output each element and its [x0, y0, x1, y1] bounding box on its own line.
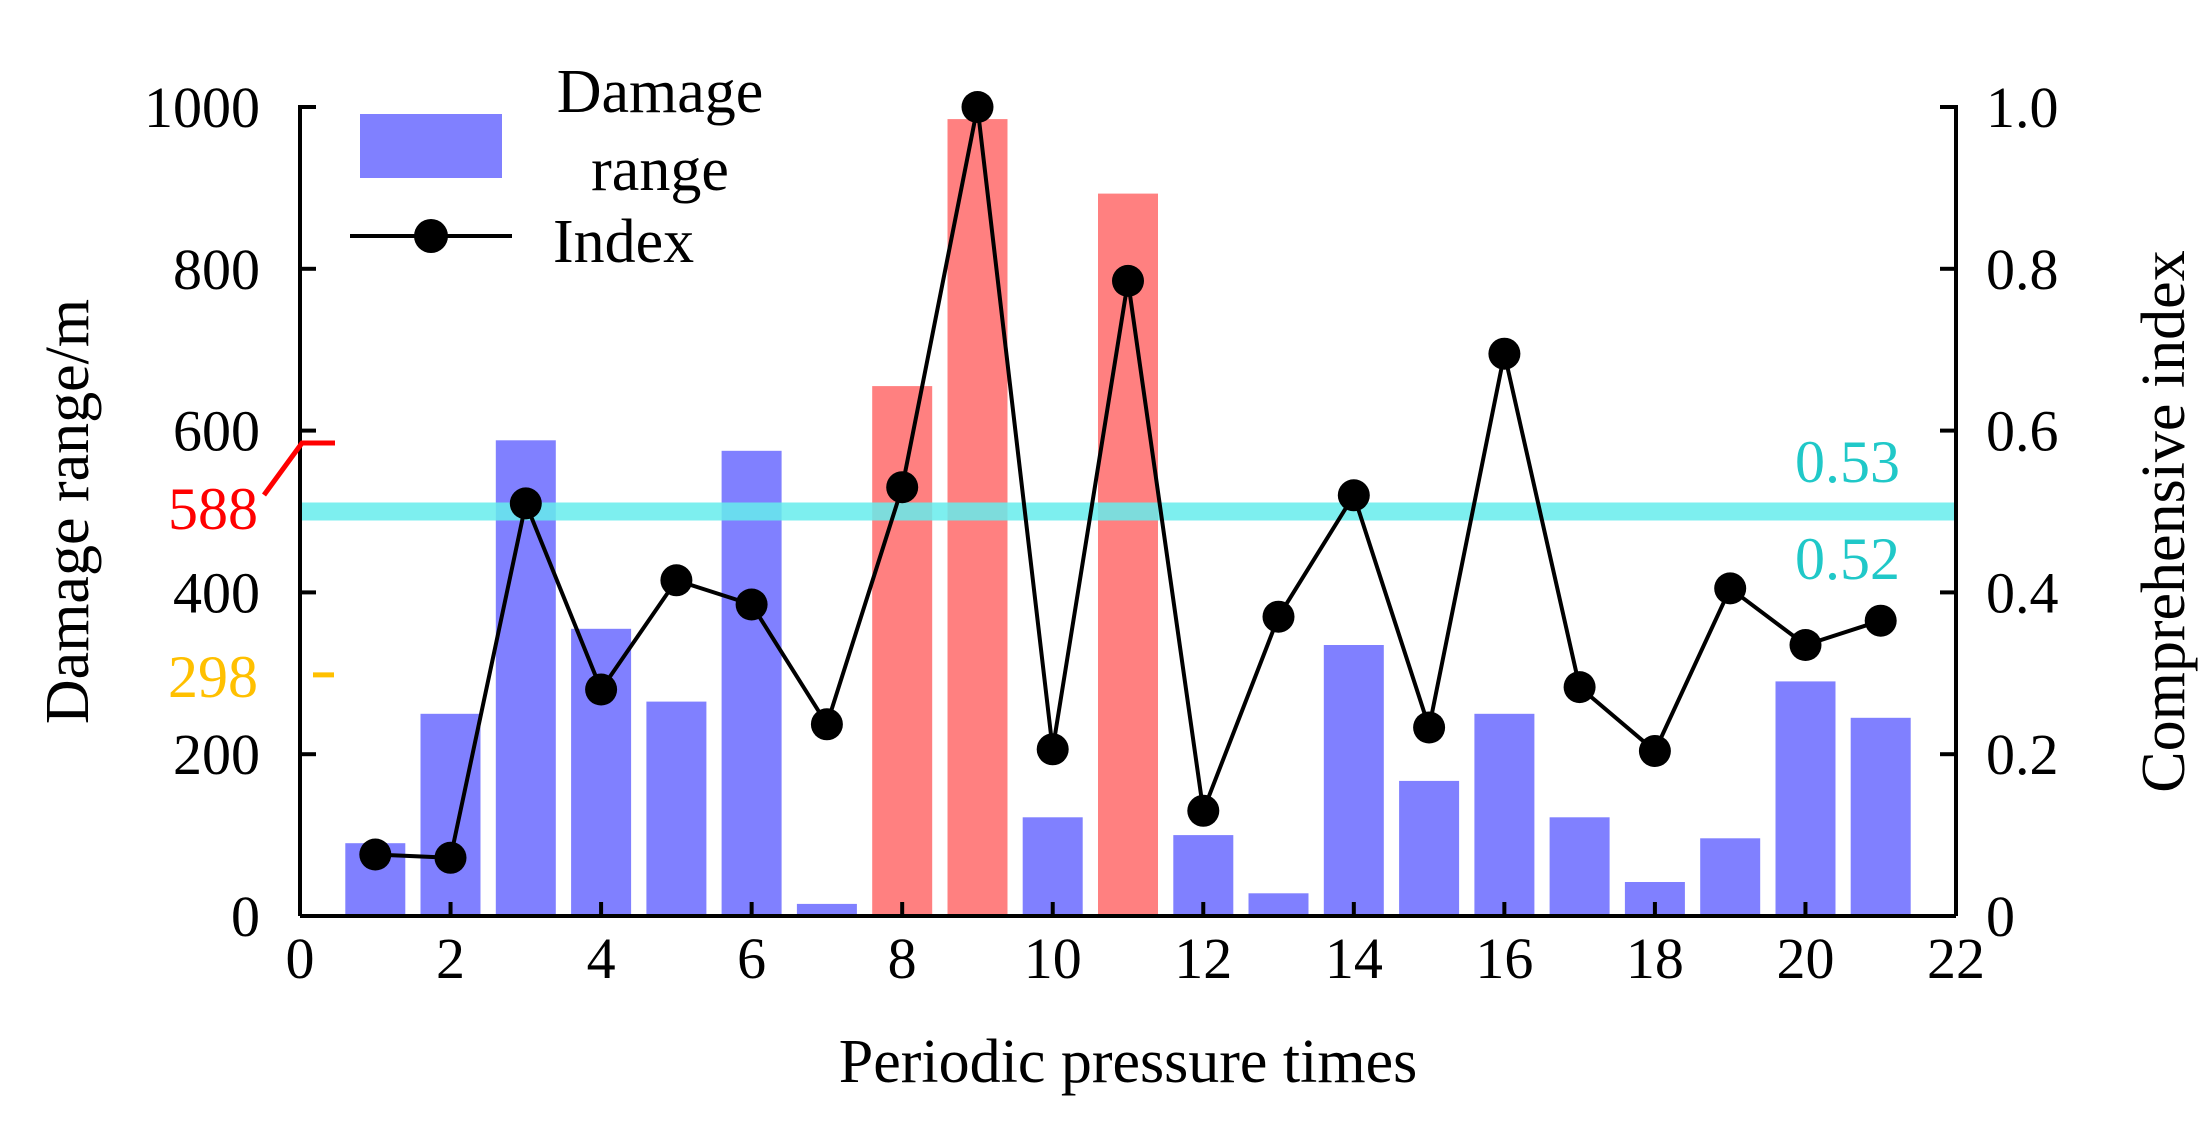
- index-point-7: [810, 708, 843, 741]
- legend-bar-label-line1: Damage: [557, 58, 764, 126]
- bar-4: [571, 628, 632, 916]
- bar-8: [872, 386, 933, 917]
- annotation-0-52: 0.52: [1795, 526, 1900, 592]
- index-point-12: [1187, 794, 1220, 827]
- x-axis-title: Periodic pressure times: [839, 1028, 1418, 1096]
- annotation-588: 588: [168, 476, 258, 542]
- bar-10: [1022, 817, 1083, 916]
- index-point-11: [1112, 264, 1144, 297]
- annotation-298: 298: [168, 644, 258, 710]
- x-tick-label-4: 4: [587, 926, 616, 991]
- bar-11: [1098, 193, 1158, 917]
- y-right-tick-label-0.2: 0.2: [1986, 722, 2059, 787]
- x-tick-label-12: 12: [1174, 926, 1232, 991]
- bar-6: [721, 450, 782, 916]
- bar-19: [1700, 838, 1761, 916]
- x-tick-label-6: 6: [737, 926, 766, 991]
- bar-16: [1474, 713, 1535, 917]
- y-axis-right-title: Comprehensive index: [2130, 250, 2198, 792]
- index-point-19: [1714, 572, 1747, 605]
- index-point-16: [1488, 337, 1521, 370]
- index-point-4: [585, 673, 618, 706]
- bar-13: [1248, 893, 1309, 916]
- x-tick-label-2: 2: [436, 926, 465, 991]
- bar-17: [1549, 817, 1610, 916]
- x-tick-label-0: 0: [286, 926, 315, 991]
- y-left-tick-label-0: 0: [231, 884, 260, 949]
- bar-series: [345, 119, 1911, 917]
- y-right-tick-label-0.4: 0.4: [1986, 560, 2059, 625]
- bar-2: [420, 713, 481, 917]
- index-point-18: [1638, 735, 1671, 767]
- index-point-6: [735, 588, 768, 621]
- index-point-15: [1413, 711, 1446, 744]
- x-tick-label-18: 18: [1626, 926, 1684, 991]
- index-point-3: [509, 487, 542, 520]
- index-point-20: [1789, 629, 1822, 661]
- y-left-tick-label-800: 800: [173, 237, 260, 302]
- index-point-9: [961, 91, 994, 123]
- bar-21: [1850, 717, 1911, 916]
- index-point-13: [1262, 600, 1295, 633]
- x-tick-label-22: 22: [1927, 926, 1985, 991]
- y-left-tick-label-1000: 1000: [144, 75, 260, 140]
- index-point-1: [359, 838, 392, 871]
- bar-14: [1323, 645, 1384, 916]
- index-point-8: [886, 471, 919, 504]
- legend-bar-swatch: [360, 114, 502, 178]
- bar-20: [1775, 681, 1836, 916]
- legend-line-label: Index: [553, 208, 694, 276]
- annotation-0-53: 0.53: [1795, 429, 1900, 495]
- x-tick-label-8: 8: [888, 926, 917, 991]
- index-points: [359, 91, 1897, 874]
- legend-line-marker: [414, 219, 448, 253]
- bar-15: [1399, 780, 1460, 916]
- y-axis-left-title: Damage range/m: [34, 299, 102, 724]
- bar-7: [796, 903, 857, 916]
- x-tick-label-20: 20: [1776, 926, 1834, 991]
- bar-5: [646, 701, 707, 916]
- x-tick-label-10: 10: [1024, 926, 1082, 991]
- index-point-2: [434, 841, 467, 874]
- y-right-tick-label-0.8: 0.8: [1986, 237, 2059, 302]
- index-point-17: [1563, 671, 1596, 704]
- index-point-10: [1036, 733, 1069, 766]
- y-left-tick-label-200: 200: [173, 722, 260, 787]
- x-tick-label-16: 16: [1475, 926, 1533, 991]
- index-point-14: [1337, 479, 1370, 512]
- y-right-tick-label-0: 0: [1986, 884, 2015, 949]
- x-tick-label-14: 14: [1325, 926, 1383, 991]
- index-point-5: [660, 564, 693, 597]
- y-left-tick-label-600: 600: [173, 399, 260, 464]
- legend-bar-label-line2: range: [591, 136, 729, 204]
- annotation-588-leader: [261, 440, 335, 497]
- y-left-tick-label-400: 400: [173, 560, 260, 625]
- y-right-tick-label-1.0: 1.0: [1986, 75, 2059, 140]
- index-point-21: [1864, 604, 1897, 637]
- y-right-tick-label-0.6: 0.6: [1986, 399, 2059, 464]
